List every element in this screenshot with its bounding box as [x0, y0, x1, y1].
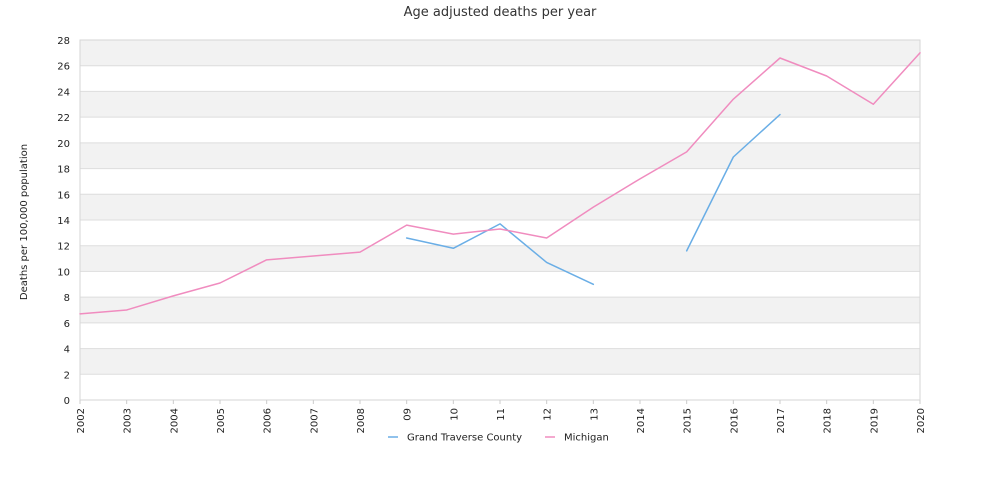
grid-band	[80, 91, 920, 118]
y-tick-label: 18	[57, 165, 70, 176]
grid-band	[80, 65, 920, 92]
x-tick-label: 2003	[123, 408, 134, 433]
x-tick-label: 2002	[76, 408, 87, 433]
y-tick-label: 2	[64, 370, 70, 381]
x-tick-label: 2014	[636, 408, 647, 433]
x-tick-label: 09	[403, 408, 414, 421]
grid-band	[80, 194, 920, 220]
x-tick-label: 2017	[776, 408, 787, 433]
y-tick-label: 24	[57, 87, 70, 98]
y-tick-label: 22	[57, 113, 70, 124]
series-line	[685, 113, 781, 252]
series-line	[79, 52, 921, 315]
y-tick-label: 4	[64, 345, 70, 356]
x-tick-label: 12	[543, 408, 554, 421]
x-tick-label: 2006	[263, 408, 274, 433]
y-tick-label: 28	[57, 36, 70, 47]
x-tick-label: 10	[449, 408, 460, 421]
series-line	[405, 223, 595, 286]
x-tick-label: 13	[589, 408, 600, 421]
legend-label[interactable]: Michigan	[564, 433, 609, 444]
series-lines	[79, 52, 921, 315]
grid-band	[80, 117, 920, 143]
x-tick-label: 2018	[823, 408, 834, 433]
chart-title: Age adjusted deaths per year	[404, 5, 597, 20]
grid-band	[80, 322, 920, 349]
y-tick-label: 26	[57, 62, 70, 73]
series-michigan	[79, 52, 921, 315]
legend: Grand Traverse County Michigan	[388, 433, 609, 444]
grid-band	[80, 271, 920, 298]
series-grand-traverse-county	[405, 113, 781, 286]
x-axis: 2002 2003 2004 2005 2006 2007 2008 09 10 11 12 13 20…	[76, 400, 927, 433]
grid-band	[80, 245, 920, 272]
x-tick-label: 11	[496, 408, 507, 421]
x-tick-label: 2004	[169, 408, 180, 433]
grid-band	[80, 297, 920, 323]
x-tick-label: 2007	[309, 408, 320, 433]
grid-band	[80, 40, 920, 66]
y-tick-label: 20	[57, 139, 70, 150]
x-tick-label: 2019	[869, 408, 880, 433]
grid-band	[80, 348, 920, 375]
grid-band	[80, 168, 920, 195]
y-tick-label: 14	[57, 216, 70, 227]
x-tick-label: 2015	[683, 408, 694, 433]
x-tick-label: 2008	[356, 408, 367, 433]
y-tick-label: 10	[57, 267, 70, 278]
legend-label[interactable]: Grand Traverse County	[407, 433, 522, 444]
y-tick-label: 0	[64, 396, 70, 407]
x-tick-label: 2005	[216, 408, 227, 433]
y-tick-label: 12	[57, 242, 70, 253]
y-tick-label: 16	[57, 190, 70, 201]
y-axis-label: Deaths per 100,000 population	[19, 144, 30, 300]
grid-band	[80, 142, 920, 169]
y-tick-label: 8	[64, 293, 70, 304]
y-tick-label: 6	[64, 319, 70, 330]
x-tick-label: 2016	[729, 408, 740, 433]
x-tick-label: 2020	[916, 408, 927, 433]
grid-bands	[80, 40, 920, 400]
grid-band	[80, 374, 920, 400]
